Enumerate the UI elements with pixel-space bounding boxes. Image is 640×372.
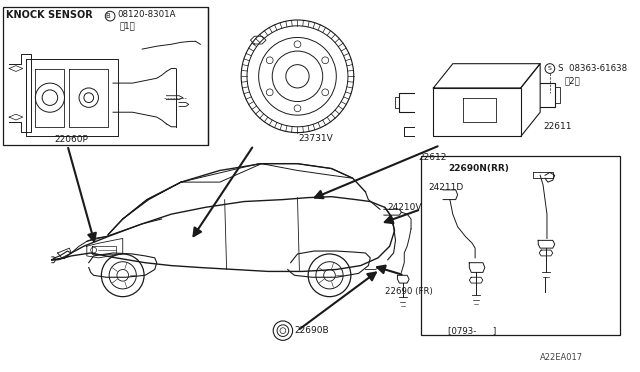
Text: 08120-8301A: 08120-8301A — [117, 10, 175, 19]
Text: 24210V: 24210V — [388, 203, 422, 212]
Text: 22690 (FR): 22690 (FR) — [385, 287, 433, 296]
Text: 22060P: 22060P — [55, 135, 89, 144]
Text: A22EA017: A22EA017 — [540, 353, 583, 362]
Text: （2）: （2） — [564, 76, 580, 85]
Text: （1）: （1） — [120, 21, 136, 30]
Text: KNOCK SENSOR: KNOCK SENSOR — [6, 10, 93, 20]
Text: 22612: 22612 — [419, 153, 447, 162]
Bar — [3, 7, 208, 145]
Text: 22690N(RR): 22690N(RR) — [448, 164, 509, 173]
Text: [0793-      ]: [0793- ] — [448, 326, 496, 335]
Text: S: S — [548, 66, 552, 71]
Text: 24211D: 24211D — [429, 183, 464, 192]
Bar — [420, 156, 620, 336]
Text: 22611: 22611 — [543, 122, 572, 131]
Text: 23731V: 23731V — [298, 134, 333, 142]
Text: 22690B: 22690B — [294, 326, 329, 335]
Text: S  08363-61638: S 08363-61638 — [557, 64, 627, 73]
Text: B: B — [106, 13, 110, 19]
